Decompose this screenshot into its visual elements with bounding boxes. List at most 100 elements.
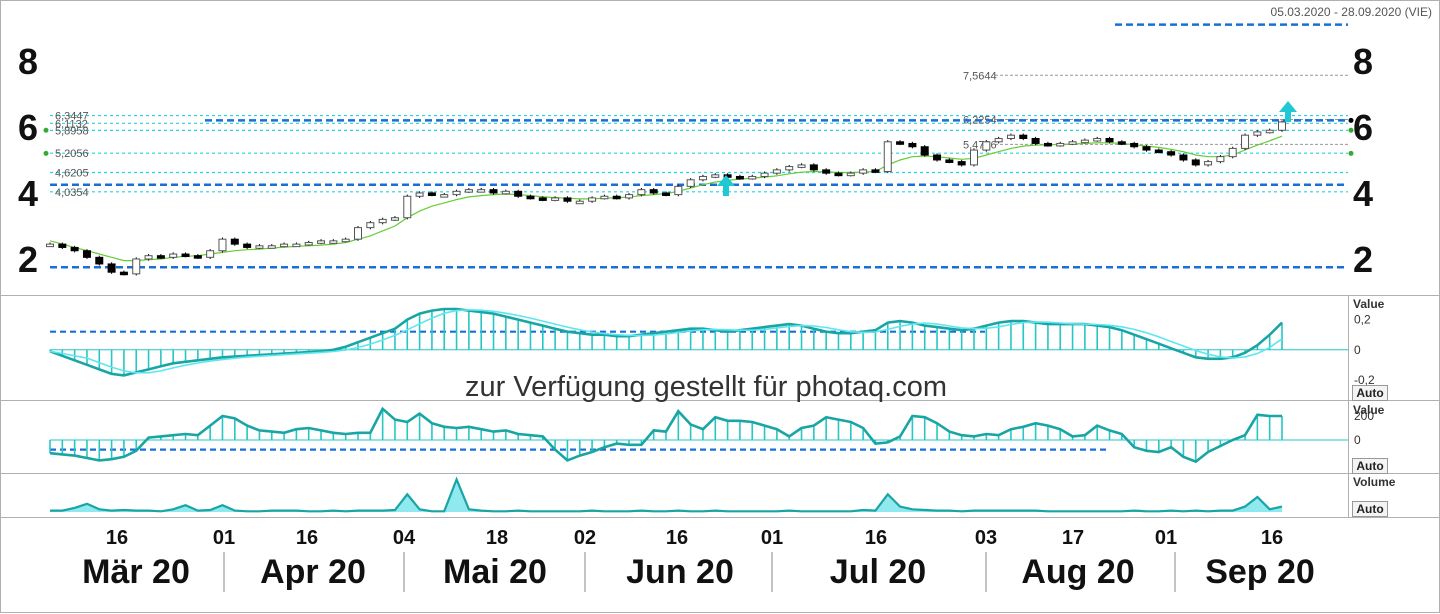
candle-body <box>58 243 67 248</box>
candle-body <box>600 195 609 200</box>
candle-body <box>1167 151 1176 156</box>
candle-body <box>637 189 646 196</box>
auto-button-indicator-2[interactable]: Auto <box>1352 458 1388 474</box>
candle-body <box>181 253 190 258</box>
x-day-tick-label: 03 <box>975 527 997 549</box>
candle-body <box>735 175 744 180</box>
candle-body <box>1204 161 1213 166</box>
y-tick-label-left: 2 <box>18 239 38 280</box>
candle-body <box>1130 142 1139 148</box>
x-month-label: Jun 20 <box>626 553 734 591</box>
x-month-label: Apr 20 <box>260 553 366 591</box>
candle-body <box>612 195 621 200</box>
auto-button-indicator-1[interactable]: Auto <box>1352 385 1388 401</box>
x-month-label: Aug 20 <box>1021 553 1134 591</box>
auto-button-volume[interactable]: Auto <box>1352 501 1388 517</box>
candle-body <box>538 197 547 201</box>
candle-body <box>1080 139 1089 144</box>
candle-body <box>871 169 880 173</box>
candle-body <box>1043 142 1052 147</box>
candle-body <box>1068 141 1077 145</box>
candle-body <box>304 241 313 246</box>
x-day-tick-label: 04 <box>393 527 416 549</box>
candle-body <box>378 218 387 224</box>
support-level-label: 6,1132 <box>55 118 88 130</box>
candle-body <box>132 258 141 275</box>
candle-body <box>1105 137 1114 143</box>
candle-body <box>797 164 806 168</box>
candle-body <box>809 164 818 171</box>
candle-body <box>883 141 892 173</box>
annotation-label: 7,5644 <box>963 70 997 82</box>
candle-body <box>156 255 165 259</box>
candle-body <box>366 222 375 229</box>
candle-body <box>982 141 991 151</box>
candle-body <box>46 243 54 248</box>
candle-body <box>329 240 338 244</box>
x-axis: 16 01 16 04 18 02 16 01 16 03 17 01 16 Mär 20 Apr 20 Ma… <box>82 527 1315 592</box>
candle-body <box>1179 154 1188 161</box>
price-marker <box>1348 150 1354 156</box>
x-day-tick-label: 01 <box>761 527 783 549</box>
candle-body <box>95 256 104 265</box>
signal-arrow-up <box>1279 101 1297 122</box>
signal-arrow-up <box>717 175 735 196</box>
panel-y-tick-label: 0 <box>1354 433 1361 447</box>
candle-body <box>785 166 794 171</box>
candle-body <box>427 192 436 196</box>
candle-body <box>354 227 362 240</box>
y-tick-label-left: 4 <box>18 173 38 214</box>
panel-y-tick-label: 200 <box>1354 409 1374 423</box>
candle-body <box>970 149 978 166</box>
candle-body <box>625 194 634 199</box>
x-day-tick-label: 16 <box>666 527 688 549</box>
candle-body <box>588 197 597 202</box>
x-day-tick-label: 01 <box>1155 527 1177 549</box>
candle-body <box>834 172 843 177</box>
candle-body <box>1241 134 1250 149</box>
candle-body <box>218 238 227 252</box>
x-day-tick-label: 16 <box>296 527 318 549</box>
price-marker <box>1348 117 1354 123</box>
candle-body <box>563 197 572 202</box>
candle-body <box>489 189 498 194</box>
x-day-tick-label: 01 <box>213 527 235 549</box>
candle-body <box>230 238 239 245</box>
candle-body <box>1019 134 1028 139</box>
candle-body <box>452 190 461 196</box>
candle-body <box>760 172 769 177</box>
candle-body <box>1216 156 1225 163</box>
candle-body <box>908 142 917 148</box>
volume-panel: Volume <box>50 475 1396 513</box>
y-tick-label-right: 8 <box>1353 41 1373 82</box>
candle-body <box>193 255 202 259</box>
candle-body <box>1154 149 1163 154</box>
y-tick-label-right: 4 <box>1353 173 1373 214</box>
candle-body <box>1056 142 1065 147</box>
candle-body <box>674 185 683 196</box>
panel-value-label: Value <box>1353 403 1385 417</box>
indicator-signal-line <box>49 308 1283 374</box>
annotation-label: 5,4706 <box>963 139 997 151</box>
x-day-tick-label: 16 <box>1261 527 1283 549</box>
candle-body <box>317 240 326 244</box>
candle-body <box>846 172 855 177</box>
date-range-label: 05.03.2020 - 28.09.2020 (VIE) <box>1271 5 1432 19</box>
panel-y-tick-label: -0,2 <box>1354 373 1375 387</box>
candle-body <box>477 189 486 193</box>
candle-body <box>70 246 79 252</box>
y-tick-label-left: 6 <box>18 107 38 148</box>
price-marker <box>1348 127 1354 133</box>
candle-body <box>772 169 781 174</box>
candle-body <box>748 175 757 180</box>
x-day-tick-label: 16 <box>865 527 887 549</box>
candle-body <box>464 189 473 193</box>
candle-body <box>957 161 966 166</box>
candle-body <box>169 253 178 258</box>
x-month-label: Jul 20 <box>830 553 926 591</box>
candle-body <box>945 159 954 163</box>
candle-body <box>575 200 584 205</box>
